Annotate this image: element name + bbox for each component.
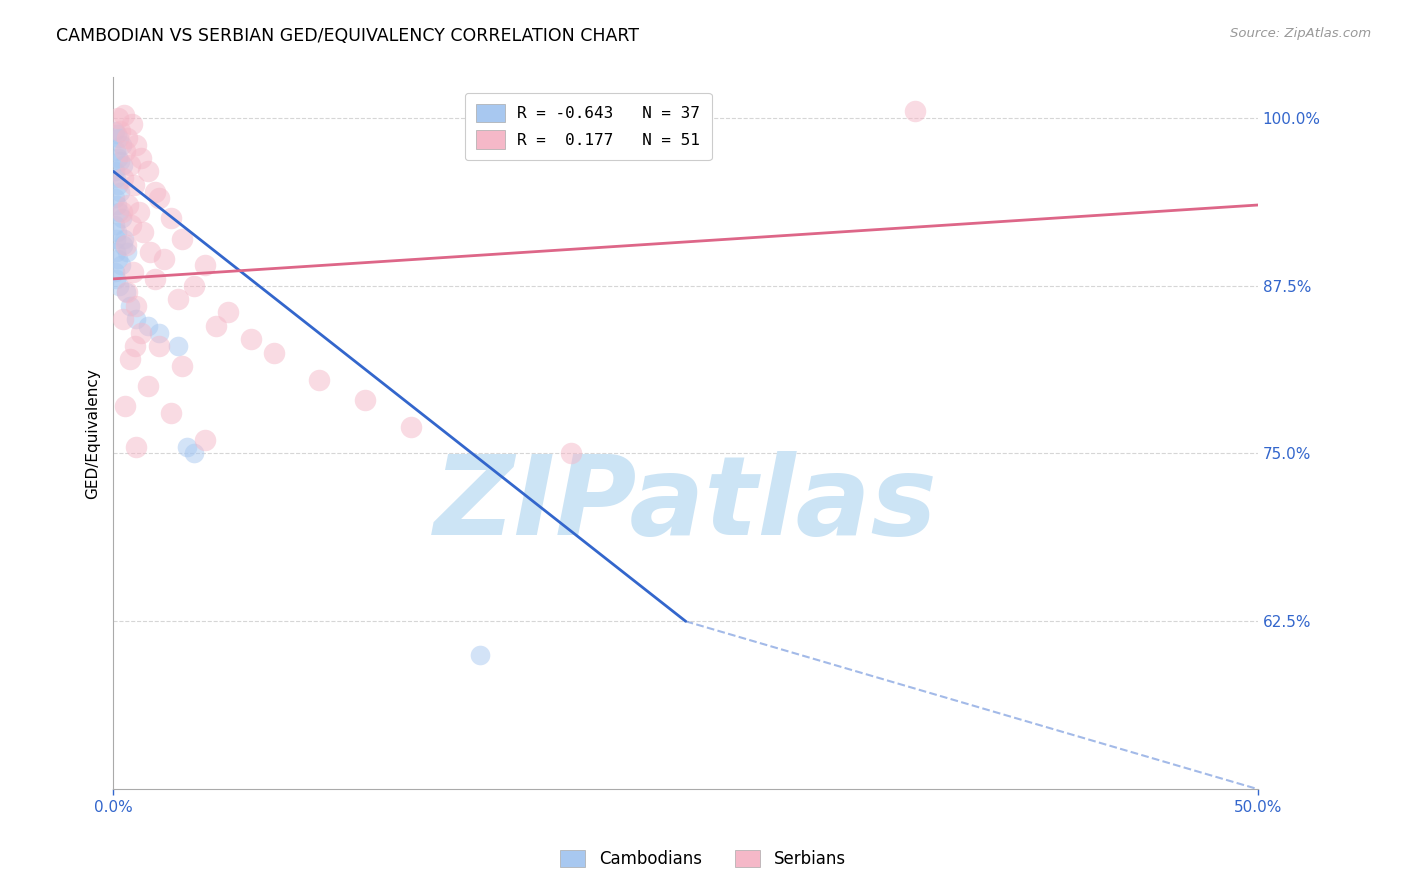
Point — [118, 299, 141, 313]
Legend: Cambodians, Serbians: Cambodians, Serbians — [554, 843, 852, 875]
Point — [104, 145, 127, 159]
Point — [107, 178, 129, 192]
Point — [110, 259, 132, 273]
Point — [112, 108, 135, 122]
Point — [139, 245, 162, 260]
Point — [399, 419, 422, 434]
Point — [194, 259, 217, 273]
Point — [105, 198, 128, 212]
Point — [143, 185, 166, 199]
Point — [124, 339, 146, 353]
Point — [104, 231, 127, 245]
Point — [217, 305, 239, 319]
Point — [129, 151, 152, 165]
Point — [112, 238, 135, 252]
Point — [107, 131, 129, 145]
Point — [148, 326, 170, 340]
Point — [121, 118, 143, 132]
Point — [148, 339, 170, 353]
Point — [105, 127, 128, 141]
Point — [114, 145, 136, 159]
Point — [263, 345, 285, 359]
Point — [110, 137, 132, 152]
Point — [159, 211, 181, 226]
Point — [903, 103, 925, 118]
Point — [118, 352, 141, 367]
Text: ZIPatlas: ZIPatlas — [434, 451, 938, 558]
Point — [132, 225, 155, 239]
Point — [115, 285, 138, 300]
Point — [111, 158, 134, 172]
Point — [117, 198, 139, 212]
Point — [136, 318, 159, 333]
Point — [115, 238, 138, 252]
Point — [118, 158, 141, 172]
Point — [110, 185, 132, 199]
Point — [110, 124, 132, 138]
Point — [107, 252, 129, 266]
Point — [172, 231, 194, 245]
Point — [125, 440, 148, 454]
Point — [104, 265, 127, 279]
Point — [112, 231, 135, 245]
Point — [129, 326, 152, 340]
Point — [125, 299, 148, 313]
Point — [105, 171, 128, 186]
Point — [108, 153, 131, 168]
Point — [122, 265, 145, 279]
Point — [468, 648, 491, 662]
Point — [183, 278, 205, 293]
Text: CAMBODIAN VS SERBIAN GED/EQUIVALENCY CORRELATION CHART: CAMBODIAN VS SERBIAN GED/EQUIVALENCY COR… — [56, 27, 640, 45]
Point — [105, 225, 128, 239]
Point — [239, 332, 262, 346]
Point — [105, 272, 128, 286]
Point — [194, 433, 217, 447]
Point — [120, 218, 142, 232]
Point — [104, 191, 127, 205]
Point — [172, 359, 194, 373]
Point — [114, 400, 136, 414]
Point — [136, 379, 159, 393]
Point — [111, 171, 134, 186]
Y-axis label: GED/Equivalency: GED/Equivalency — [86, 368, 100, 499]
Point — [166, 292, 188, 306]
Point — [104, 164, 127, 178]
Point — [107, 151, 129, 165]
Point — [560, 446, 582, 460]
Point — [111, 312, 134, 326]
Point — [148, 191, 170, 205]
Point — [176, 440, 198, 454]
Point — [205, 318, 228, 333]
Point — [110, 204, 132, 219]
Point — [107, 111, 129, 125]
Point — [104, 124, 127, 138]
Point — [108, 278, 131, 293]
Point — [108, 204, 131, 219]
Point — [111, 211, 134, 226]
Point — [159, 406, 181, 420]
Point — [153, 252, 176, 266]
Point — [125, 312, 148, 326]
Legend: R = -0.643   N = 37, R =  0.177   N = 51: R = -0.643 N = 37, R = 0.177 N = 51 — [465, 93, 711, 160]
Text: Source: ZipAtlas.com: Source: ZipAtlas.com — [1230, 27, 1371, 40]
Point — [115, 131, 138, 145]
Point — [115, 245, 138, 260]
Point — [183, 446, 205, 460]
Point — [104, 218, 127, 232]
Point — [136, 164, 159, 178]
Point — [354, 392, 377, 407]
Point — [308, 373, 330, 387]
Point — [166, 339, 188, 353]
Point — [125, 137, 148, 152]
Point — [128, 204, 150, 219]
Point — [122, 178, 145, 192]
Point — [115, 285, 138, 300]
Point — [105, 245, 128, 260]
Point — [143, 272, 166, 286]
